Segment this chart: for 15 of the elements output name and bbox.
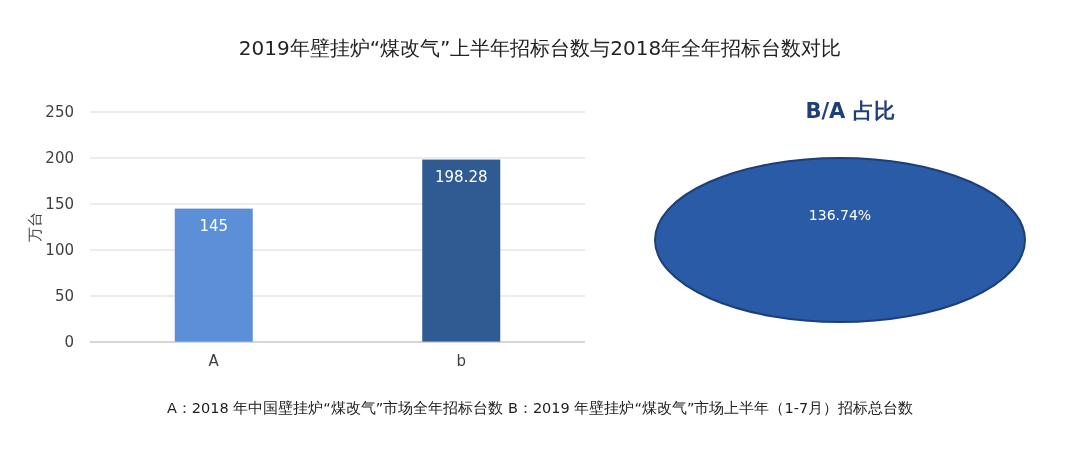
y-tick-label: 50 <box>54 287 74 305</box>
text: A：2018 年中国壁挂炉“煤改气”市场全年招标台数 B：2019 年壁挂炉“煤改气”市场上半年（1-7月）招标总台数 <box>166 400 914 416</box>
y-tick-label: 250 <box>45 103 74 121</box>
y-axis-title: 万台 <box>26 212 44 242</box>
y-tick-label: 150 <box>45 195 74 213</box>
y-tick-label: 100 <box>45 241 74 259</box>
data-label: 145 <box>199 216 229 235</box>
x-tick-label: b <box>456 352 467 370</box>
y-tick-label: 0 <box>64 333 74 351</box>
y-tick-label: 200 <box>45 149 74 167</box>
chart-title: 2019年壁挂炉“煤改气”上半年招标台数与2018年全年招标台数对比 <box>238 36 842 60</box>
data-label: 136.74% <box>808 207 872 223</box>
x-tick-label: A <box>208 352 220 370</box>
chart-title: B/A 占比 <box>805 99 895 123</box>
data-label: 198.28 <box>435 167 488 186</box>
